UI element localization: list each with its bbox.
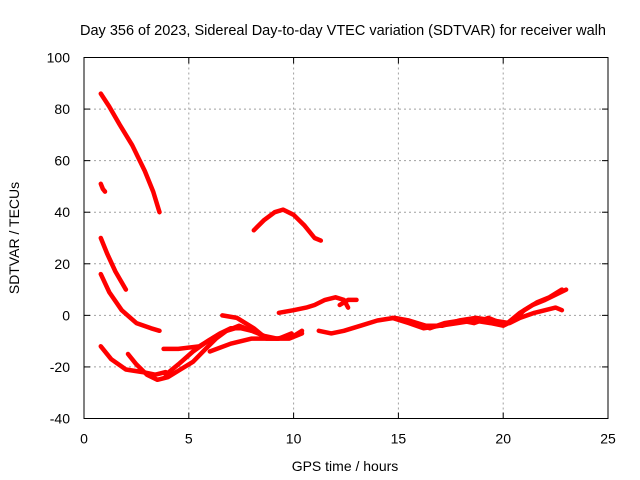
- series-arc-2: [98, 181, 108, 194]
- series-arc-5: [98, 344, 168, 377]
- y-tick-label: -20: [50, 359, 70, 375]
- series-arc-1: [98, 91, 162, 215]
- series-arc-11: [251, 207, 324, 243]
- y-tick-label: 60: [54, 153, 70, 169]
- data-series: [98, 91, 569, 383]
- x-tick-label: 20: [495, 431, 511, 447]
- chart-title: Day 356 of 2023, Sidereal Day-to-day VTE…: [80, 23, 606, 39]
- series-arc-12: [276, 295, 351, 316]
- x-tick-label: 15: [391, 431, 407, 447]
- y-tick-label: 40: [54, 204, 70, 220]
- series-arc-10: [220, 313, 294, 341]
- series-arc-3: [98, 235, 129, 292]
- series-arc-4: [98, 271, 162, 334]
- y-axis-label: SDTVAR / TECUs: [6, 182, 22, 294]
- x-axis-label: GPS time / hours: [292, 458, 399, 474]
- series-arc-17: [412, 315, 504, 331]
- x-tick-label: 0: [80, 431, 88, 447]
- y-tick-label: 80: [54, 101, 70, 117]
- grid: [84, 57, 608, 419]
- series-arc-16: [505, 287, 569, 326]
- y-tick-label: -40: [50, 411, 70, 427]
- y-tick-label: 100: [47, 50, 71, 66]
- axis-ticks: 0 5 10 15 20 25 -40 -20 0 20 40 60 80 100: [47, 50, 616, 447]
- series-arc-9: [207, 331, 305, 354]
- y-tick-label: 0: [62, 307, 70, 323]
- x-tick-label: 10: [286, 431, 302, 447]
- x-tick-label: 5: [185, 431, 193, 447]
- y-tick-label: 20: [54, 256, 70, 272]
- series-arc-14: [337, 297, 359, 308]
- plot-frame: [83, 57, 609, 419]
- x-tick-label: 25: [600, 431, 616, 447]
